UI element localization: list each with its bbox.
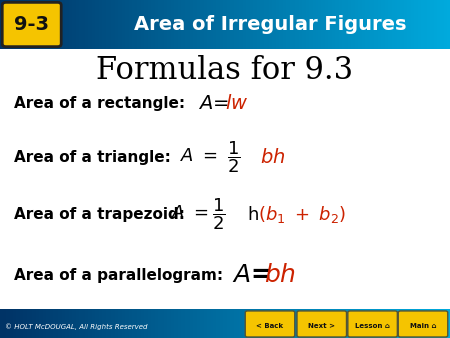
Text: Area of a parallelogram:: Area of a parallelogram:: [14, 268, 223, 283]
FancyBboxPatch shape: [297, 311, 346, 337]
Text: © HOLT McDOUGAL, All Rights Reserved: © HOLT McDOUGAL, All Rights Reserved: [5, 324, 148, 331]
Text: Formulas for 9.3: Formulas for 9.3: [96, 55, 354, 87]
Text: Area of a triangle:: Area of a triangle:: [14, 150, 171, 165]
Text: $\mathit{(b_1\ +\ b_2)}$: $\mathit{(b_1\ +\ b_2)}$: [258, 204, 346, 225]
Text: Main ⌂: Main ⌂: [410, 323, 436, 329]
Text: $\mathrm{h}$: $\mathrm{h}$: [247, 206, 258, 224]
Text: $\mathbf{\mathit{A}}$=: $\mathbf{\mathit{A}}$=: [232, 263, 270, 288]
Text: Area of Irregular Figures: Area of Irregular Figures: [134, 15, 406, 34]
FancyBboxPatch shape: [245, 311, 295, 337]
FancyBboxPatch shape: [348, 311, 397, 337]
Text: 9-3: 9-3: [14, 15, 49, 34]
Text: $\mathit{A}\ =\ \dfrac{1}{2}$: $\mathit{A}\ =\ \dfrac{1}{2}$: [180, 139, 240, 175]
FancyBboxPatch shape: [398, 311, 448, 337]
Text: Area of a trapezoid:: Area of a trapezoid:: [14, 207, 184, 222]
Text: Lesson ⌂: Lesson ⌂: [355, 323, 390, 329]
Text: $\mathit{lw}$: $\mathit{lw}$: [225, 94, 248, 113]
Text: $\mathit{A}\ =\dfrac{1}{2}$: $\mathit{A}\ =\dfrac{1}{2}$: [171, 197, 225, 233]
Text: $\mathbf{\mathit{bh}}$: $\mathbf{\mathit{bh}}$: [264, 263, 296, 288]
Text: $\mathit{bh}$: $\mathit{bh}$: [260, 148, 285, 167]
Text: Area of a rectangle:: Area of a rectangle:: [14, 96, 184, 111]
Text: Next >: Next >: [308, 323, 335, 329]
FancyBboxPatch shape: [2, 2, 61, 47]
Text: < Back: < Back: [256, 323, 284, 329]
Text: $\mathit{A}$=: $\mathit{A}$=: [198, 94, 229, 113]
